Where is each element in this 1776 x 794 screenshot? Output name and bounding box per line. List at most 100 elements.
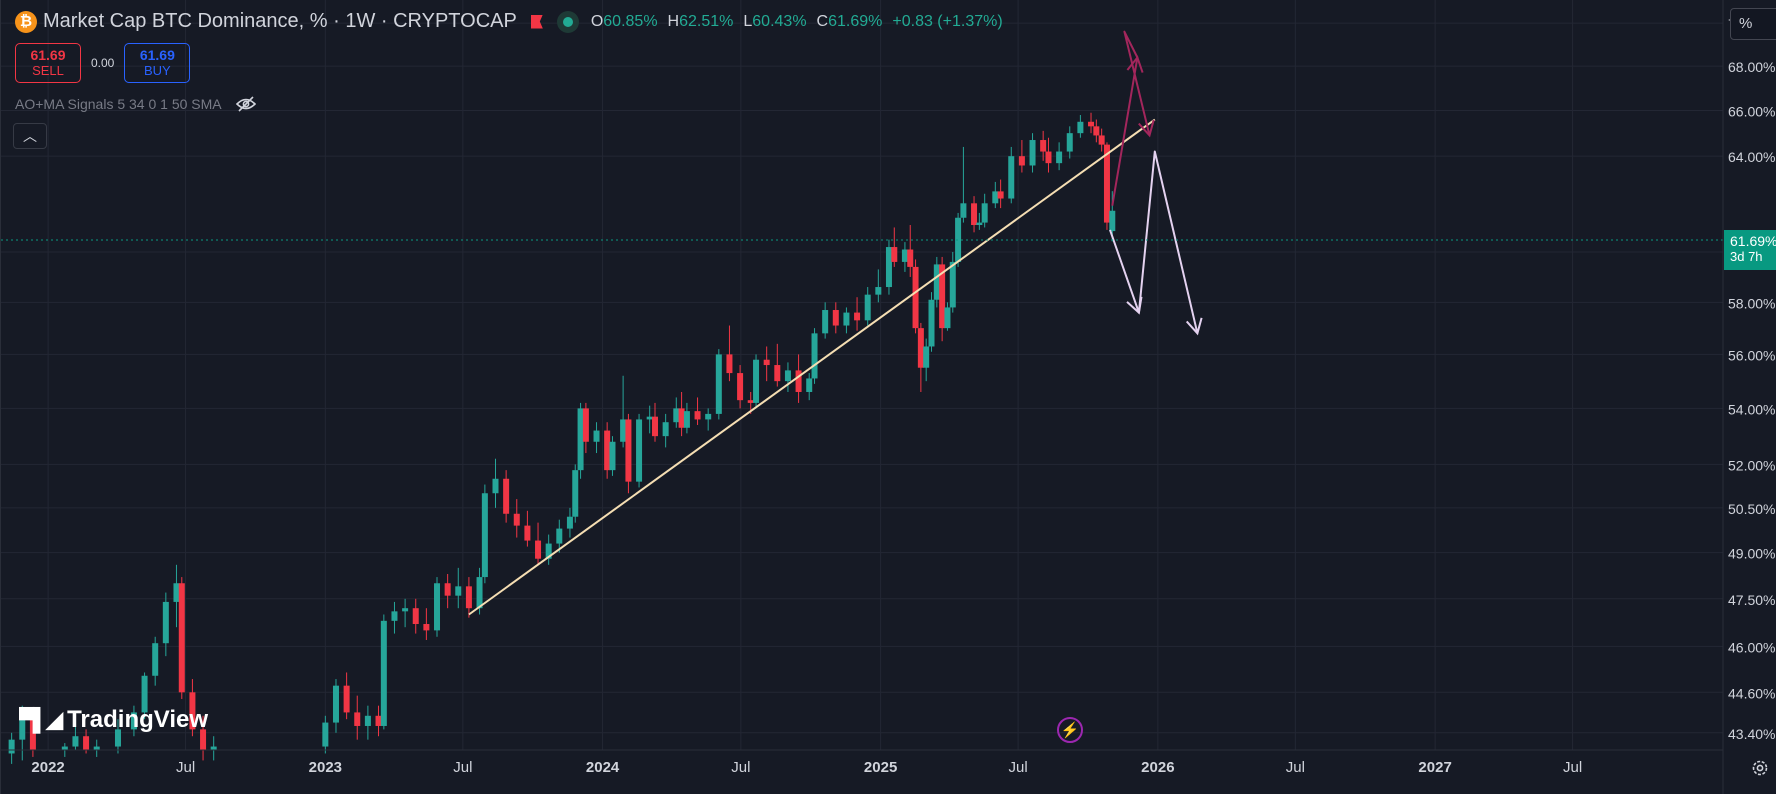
market-status-icon[interactable] bbox=[556, 10, 579, 33]
candle-up bbox=[364, 715, 371, 726]
candle-up bbox=[391, 611, 398, 621]
candle-up bbox=[61, 746, 68, 750]
candle-down bbox=[763, 359, 770, 366]
gear-icon[interactable] bbox=[1751, 759, 1769, 777]
candle-up bbox=[705, 413, 712, 420]
y-tick-label: 44.60% bbox=[1728, 685, 1775, 701]
low-value: 60.43% bbox=[752, 12, 807, 30]
candle-up bbox=[402, 608, 409, 612]
candle-up bbox=[753, 359, 760, 403]
candle-up bbox=[566, 516, 573, 529]
flag-icon[interactable] bbox=[530, 14, 543, 29]
x-tick-label: 2027 bbox=[1418, 759, 1451, 776]
buy-button[interactable]: 61.69 BUY bbox=[124, 43, 191, 83]
y-tick-label: 68.00% bbox=[1728, 59, 1775, 75]
candle-down bbox=[1018, 156, 1025, 166]
candle-up bbox=[955, 217, 962, 262]
candle-up bbox=[1077, 121, 1084, 134]
candle-down bbox=[726, 354, 733, 374]
candle-up bbox=[981, 203, 988, 223]
candle-down bbox=[997, 191, 1004, 199]
candles bbox=[8, 112, 1116, 764]
candle-down bbox=[854, 312, 861, 321]
low-label: L bbox=[743, 12, 753, 30]
candle-up bbox=[646, 416, 653, 420]
candle-down bbox=[503, 478, 510, 514]
y-tick-label: 47.50% bbox=[1728, 592, 1775, 608]
candle-down bbox=[678, 408, 685, 428]
candle-up bbox=[885, 247, 892, 288]
ohlc-values: O60.85% H62.51% L60.43% C61.69% +0.83 (+… bbox=[591, 13, 1003, 31]
candle-down bbox=[652, 416, 659, 437]
drawings bbox=[468, 30, 1203, 616]
indicator-label[interactable]: AO+MA Signals 5 34 0 1 50 SMA bbox=[15, 96, 222, 112]
candle-up bbox=[114, 729, 121, 747]
candle-up bbox=[476, 577, 483, 609]
candle-down bbox=[737, 373, 744, 401]
x-tick-label: Jul bbox=[176, 759, 195, 776]
candle-down bbox=[83, 736, 90, 750]
candle-up bbox=[492, 478, 499, 494]
candle-up bbox=[72, 736, 79, 747]
tradingview-logo[interactable]: ▀▌◢ TradingView bbox=[19, 706, 208, 734]
candle-down bbox=[694, 411, 701, 420]
candle-down bbox=[200, 729, 207, 750]
bullish-path bbox=[1111, 30, 1151, 206]
candle-up bbox=[93, 746, 100, 750]
candle-down bbox=[1103, 144, 1110, 223]
symbol-title[interactable]: Market Cap BTC Dominance, % · 1W · CRYPT… bbox=[43, 10, 517, 32]
candle-down bbox=[891, 247, 898, 262]
y-tick-label: 50.50% bbox=[1728, 501, 1775, 517]
candle-down bbox=[917, 328, 924, 368]
indicator-legend[interactable]: AO+MA Signals 5 34 0 1 50 SMA bbox=[15, 96, 256, 112]
candle-up bbox=[130, 712, 137, 730]
bitcoin-icon[interactable]: ₿ bbox=[15, 10, 37, 33]
candle-up bbox=[960, 203, 967, 218]
candle-up bbox=[593, 430, 600, 442]
candle-down bbox=[912, 266, 919, 329]
candle-up bbox=[545, 543, 552, 559]
candle-down bbox=[524, 525, 531, 541]
bar-countdown: 3d 7h bbox=[1730, 249, 1763, 264]
lightning-icon[interactable]: ⚡ bbox=[1057, 717, 1083, 743]
candle-up bbox=[784, 370, 791, 382]
candle-up bbox=[636, 419, 643, 482]
candle-up bbox=[933, 264, 940, 300]
x-tick-label: Jul bbox=[453, 759, 472, 776]
buy-label: BUY bbox=[143, 63, 171, 78]
candle-up bbox=[944, 307, 951, 329]
eye-hidden-icon[interactable] bbox=[235, 96, 256, 112]
x-tick-label: 2026 bbox=[1141, 759, 1174, 776]
y-tick-label: 46.00% bbox=[1728, 639, 1775, 655]
close-value: 61.69% bbox=[828, 12, 883, 30]
y-tick-label: 49.00% bbox=[1728, 546, 1775, 562]
tradingview-mark-icon: ▀▌◢ bbox=[19, 707, 63, 732]
candle-down bbox=[354, 712, 361, 726]
sell-button[interactable]: 61.69 SELL bbox=[15, 43, 81, 83]
percent-scale-button[interactable]: % bbox=[1730, 8, 1776, 40]
time-axis: 2022 Jul 2023 Jul 2024 Jul 2025 Jul 2026 Jul 2027 J… bbox=[1, 749, 1723, 776]
candle-up bbox=[992, 191, 999, 204]
candle-down bbox=[747, 400, 754, 403]
candle-up bbox=[322, 722, 329, 747]
candle-up bbox=[332, 685, 339, 723]
candle-up bbox=[683, 411, 690, 428]
candle-down bbox=[971, 203, 978, 226]
candle-down bbox=[465, 586, 472, 609]
y-tick-label: 56.00% bbox=[1728, 347, 1775, 363]
chevron-up-icon[interactable]: ︿ bbox=[13, 123, 47, 149]
candle-up bbox=[875, 287, 882, 295]
candle-down bbox=[423, 624, 430, 631]
candle-up bbox=[19, 719, 26, 740]
trade-panel: 61.69 SELL 0.00 61.69 BUY bbox=[15, 43, 191, 83]
candle-up bbox=[620, 419, 627, 442]
candle-up bbox=[673, 408, 680, 423]
open-label: O bbox=[590, 12, 604, 30]
high-value: 62.51% bbox=[679, 12, 734, 30]
candle-up bbox=[976, 222, 983, 226]
candle-down bbox=[343, 685, 350, 713]
candle-up bbox=[455, 586, 462, 596]
candle-up bbox=[1056, 151, 1063, 164]
trendline bbox=[468, 118, 1156, 616]
